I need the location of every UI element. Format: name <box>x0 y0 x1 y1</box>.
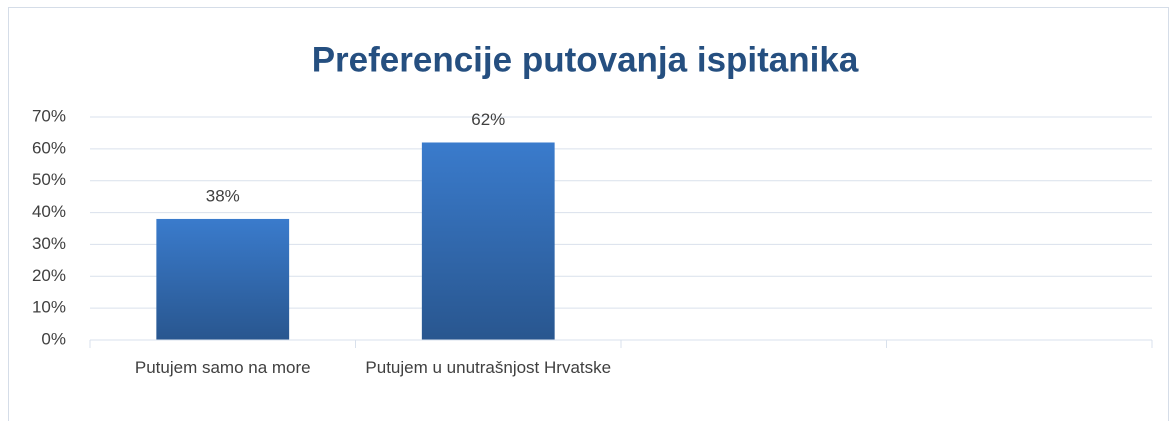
x-tick-label: Putujem u unutrašnjost Hrvatske <box>365 358 611 377</box>
y-tick-label: 0% <box>41 329 66 348</box>
y-tick-label: 60% <box>32 138 66 157</box>
chart-title: Preferencije putovanja ispitanika <box>312 40 859 79</box>
y-tick-label: 50% <box>32 170 66 189</box>
y-tick-label: 70% <box>32 106 66 125</box>
data-label: 62% <box>471 110 505 129</box>
y-tick-label: 20% <box>32 266 66 285</box>
chart-border <box>8 7 1169 421</box>
x-tick-label: Putujem samo na more <box>135 358 311 377</box>
y-tick-label: 10% <box>32 298 66 317</box>
y-tick-label: 30% <box>32 234 66 253</box>
y-tick-label: 40% <box>32 202 66 221</box>
bar <box>421 142 555 340</box>
data-label: 38% <box>206 186 240 205</box>
bar <box>156 218 290 340</box>
